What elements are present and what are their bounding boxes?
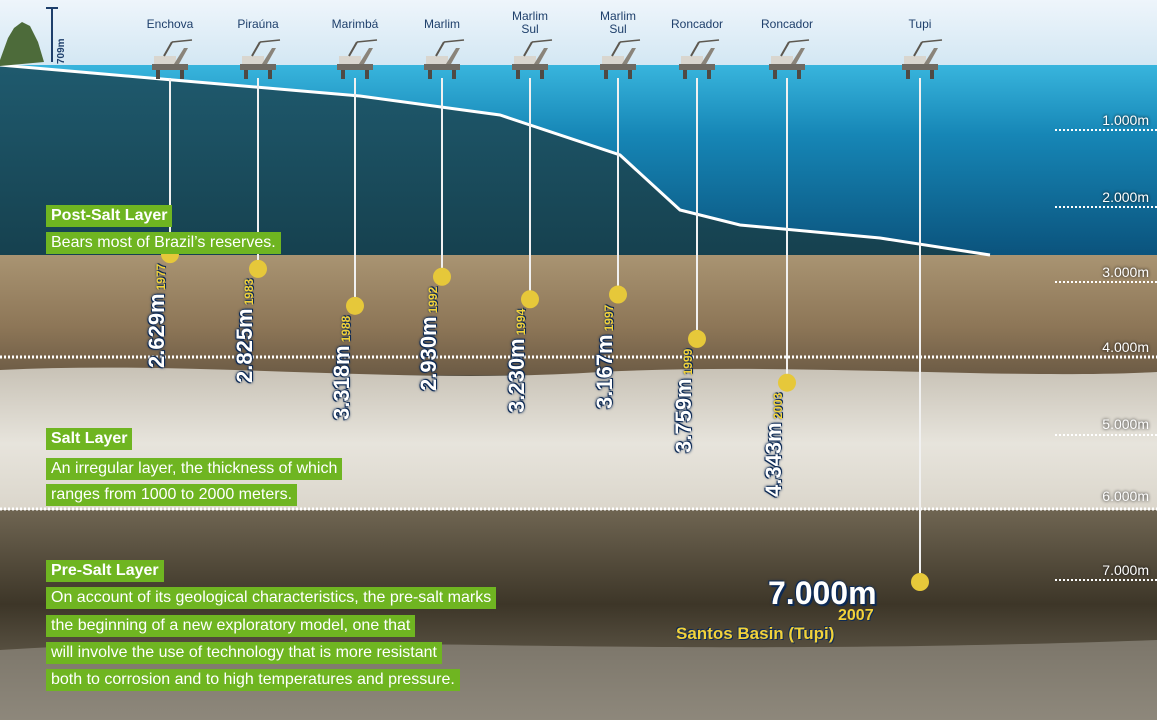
depth-scale-5000: 5.000m (1102, 416, 1149, 432)
well-label: 3.318m 1988 (329, 315, 354, 420)
well-depth-marker (433, 267, 451, 286)
mountain-height-label: 709m (56, 38, 67, 64)
oil-platform-icon (599, 39, 641, 80)
depth-scale-7000: 7.000m (1102, 562, 1149, 578)
well-year: 1999 (681, 348, 695, 376)
depth-scale-6000: 6.000m (1102, 488, 1149, 504)
platform-name: Marlim Sul (512, 9, 548, 36)
well-year: 1988 (339, 315, 353, 343)
platform-name: Roncador (670, 17, 724, 31)
well-depth: 3.318m (329, 345, 354, 420)
well-label: 2.930m 1992 (416, 286, 441, 391)
well-depth: 3.230m (504, 338, 529, 414)
post-salt-title: Post-Salt Layer (46, 205, 173, 227)
oil-platform-icon (151, 39, 193, 80)
oil-platform-icon (678, 39, 720, 80)
oil-platform-icon (511, 39, 553, 80)
platform-name: Marlim Sul (600, 9, 636, 36)
pre-salt-line-2: the beginning of a new exploratory model… (46, 615, 416, 637)
well-year: 2003 (771, 392, 785, 420)
mountain-icon (0, 22, 44, 66)
oil-platform-icon (239, 39, 281, 80)
tupi-depth-label: 7.000m (768, 575, 877, 611)
well-label: 3.230m 1994 (504, 308, 529, 414)
well-year: 1983 (242, 278, 256, 306)
salt-line-2: ranges from 1000 to 2000 meters. (46, 484, 298, 506)
platform-name: Tupi (908, 17, 932, 31)
well-depth: 2.629m (144, 293, 169, 369)
pre-salt-line-4: both to corrosion and to high temperatur… (46, 669, 460, 691)
platform-name: Roncador (760, 17, 814, 31)
well-label: 4.343m 2003 (761, 392, 786, 497)
well-depth-marker (688, 329, 706, 348)
salt-line-1: An irregular layer, the thickness of whi… (46, 458, 343, 480)
well-depth-marker (778, 373, 796, 392)
well-depth: 2.825m (232, 308, 257, 383)
platform-name: Enchova (146, 17, 194, 31)
well-label: 3.167m 1997 (592, 304, 617, 409)
pre-salt-line-1: On account of its geological characteris… (46, 587, 497, 609)
well-year: 1997 (602, 304, 616, 331)
depth-scale-4000: 4.000m (1102, 339, 1149, 355)
well-depth-marker (249, 259, 267, 278)
platform-name: Piraúna (237, 17, 279, 31)
well-label: 3.759m 1999 (671, 348, 696, 453)
depth-scale-1000: 1.000m (1102, 112, 1149, 128)
oil-platform-icon (901, 39, 943, 80)
tupi-basin-label: Santos Basin (Tupi) (676, 624, 835, 643)
well-depth: 4.343m (761, 422, 786, 497)
well-depth-marker (346, 296, 364, 315)
well-label: 2.629m 1977 (144, 263, 169, 369)
well-year: 1994 (514, 308, 528, 336)
pre-salt-line-3: will involve the use of technology that … (46, 642, 442, 664)
well-depth-marker (911, 573, 929, 591)
well-depth: 3.759m (671, 378, 696, 453)
well-depth: 2.930m (416, 316, 441, 391)
salt-title: Salt Layer (46, 428, 133, 450)
well-label: 2.825m 1983 (232, 278, 257, 383)
oil-platform-icon (336, 39, 378, 80)
well-year: 1992 (426, 286, 440, 314)
well-year: 1977 (154, 263, 168, 291)
well-depth: 3.167m (592, 333, 617, 409)
depth-scale-2000: 2.000m (1102, 189, 1149, 205)
well-depth-marker (609, 285, 627, 304)
post-salt-line-1: Bears most of Brazil’s reserves. (46, 232, 281, 254)
depth-scale-3000: 3.000m (1102, 264, 1149, 280)
platform-name: Marlim (424, 17, 460, 31)
well-depth-marker (521, 290, 539, 309)
oil-platform-icon (423, 39, 465, 80)
pre-salt-title: Pre-Salt Layer (46, 560, 164, 582)
platform-name: Marimbá (331, 17, 379, 31)
oil-platform-icon (768, 39, 810, 80)
tupi-year-label: 2007 (838, 607, 874, 624)
